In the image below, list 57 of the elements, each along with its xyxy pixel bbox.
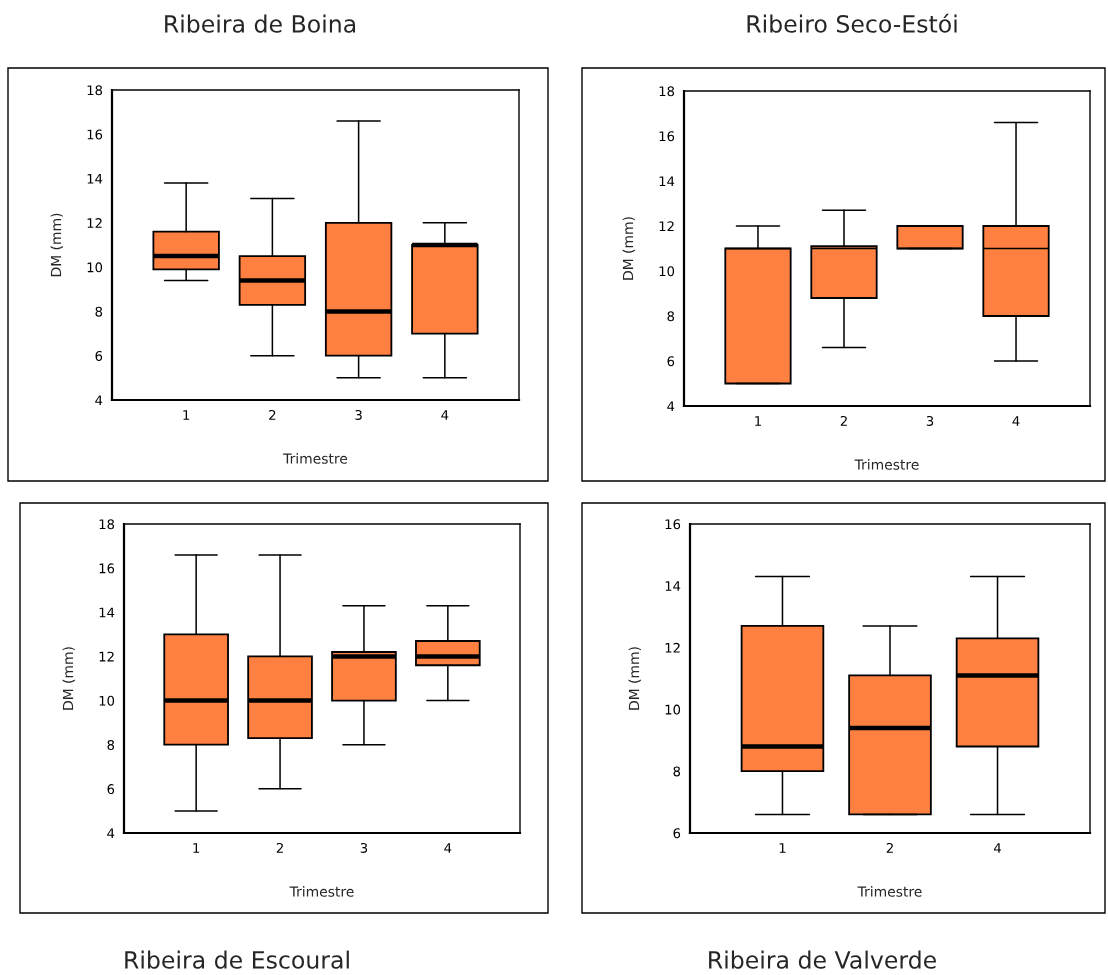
x-tick-label: 2 (886, 842, 893, 853)
x-tick-label: 2 (276, 842, 283, 853)
x-tick-label: 1 (193, 843, 200, 853)
text: Ribeira de Escoural (125, 950, 349, 969)
y-tick-label: 18 (87, 85, 103, 96)
x-tick-label: 4 (993, 843, 1001, 853)
y-tick-label: 6 (107, 784, 115, 795)
y-tick-label: 16 (659, 131, 675, 142)
y-tick-label: 12 (99, 651, 114, 662)
y-tick-label: 14 (87, 173, 103, 184)
x-axis-title: Trimestre (854, 459, 919, 470)
y-tick-label: 6 (673, 828, 681, 839)
y-tick-label: 10 (99, 695, 115, 706)
y-tick-label: 8 (667, 311, 675, 322)
y-tick-label: 4 (107, 828, 115, 839)
y-tick-label: 10 (87, 262, 103, 273)
y-tick-label: 18 (99, 519, 115, 530)
y-tick-label: 12 (665, 642, 680, 653)
x-tick-label: 1 (779, 843, 786, 853)
y-axis-title: DM (mm) (62, 647, 75, 710)
y-tick-label: 16 (87, 129, 103, 140)
y-axis-title: DM (mm) (628, 647, 641, 710)
x-tick-label: 3 (355, 409, 362, 420)
x-tick-label: 2 (840, 415, 847, 426)
y-tick-label: 4 (95, 395, 103, 406)
x-tick-label: 2 (269, 409, 276, 420)
x-axis-title: Trimestre (283, 453, 348, 464)
y-axis-title: DM (mm) (50, 213, 63, 277)
y-tick-label: 4 (667, 401, 675, 412)
y-tick-label: 12 (659, 221, 674, 232)
y-tick-label: 16 (665, 519, 681, 530)
y-axis-title: DM (mm) (622, 217, 635, 280)
y-tick-label: 10 (659, 266, 675, 277)
x-tick-label: 1 (183, 410, 190, 420)
y-tick-label: 6 (95, 350, 103, 361)
y-tick-label: 8 (95, 306, 103, 317)
y-tick-label: 10 (665, 704, 681, 715)
y-tick-label: 18 (659, 86, 675, 97)
y-tick-label: 14 (99, 607, 115, 618)
y-tick-label: 8 (673, 766, 681, 777)
y-tick-label: 8 (107, 739, 115, 750)
x-tick-label: 4 (1012, 416, 1020, 426)
x-tick-label: 3 (360, 842, 368, 853)
x-tick-label: 4 (441, 410, 449, 420)
y-tick-label: 16 (99, 563, 115, 574)
y-tick-label: 14 (659, 176, 675, 187)
x-axis-title: Trimestre (289, 886, 354, 897)
x-axis-title: Trimestre (857, 886, 922, 897)
y-tick-label: 14 (665, 581, 681, 591)
chart-title: Ribeiro Seco-Estói (747, 13, 957, 33)
x-tick-label: 1 (755, 416, 761, 426)
y-tick-label: 12 (87, 218, 102, 228)
chart-title: Ribeira de Boina (165, 14, 356, 33)
y-tick-label: 6 (667, 356, 675, 367)
x-tick-label: 4 (444, 843, 452, 853)
x-tick-label: 3 (926, 415, 934, 426)
text: Ribeira de Valverde (709, 950, 936, 969)
